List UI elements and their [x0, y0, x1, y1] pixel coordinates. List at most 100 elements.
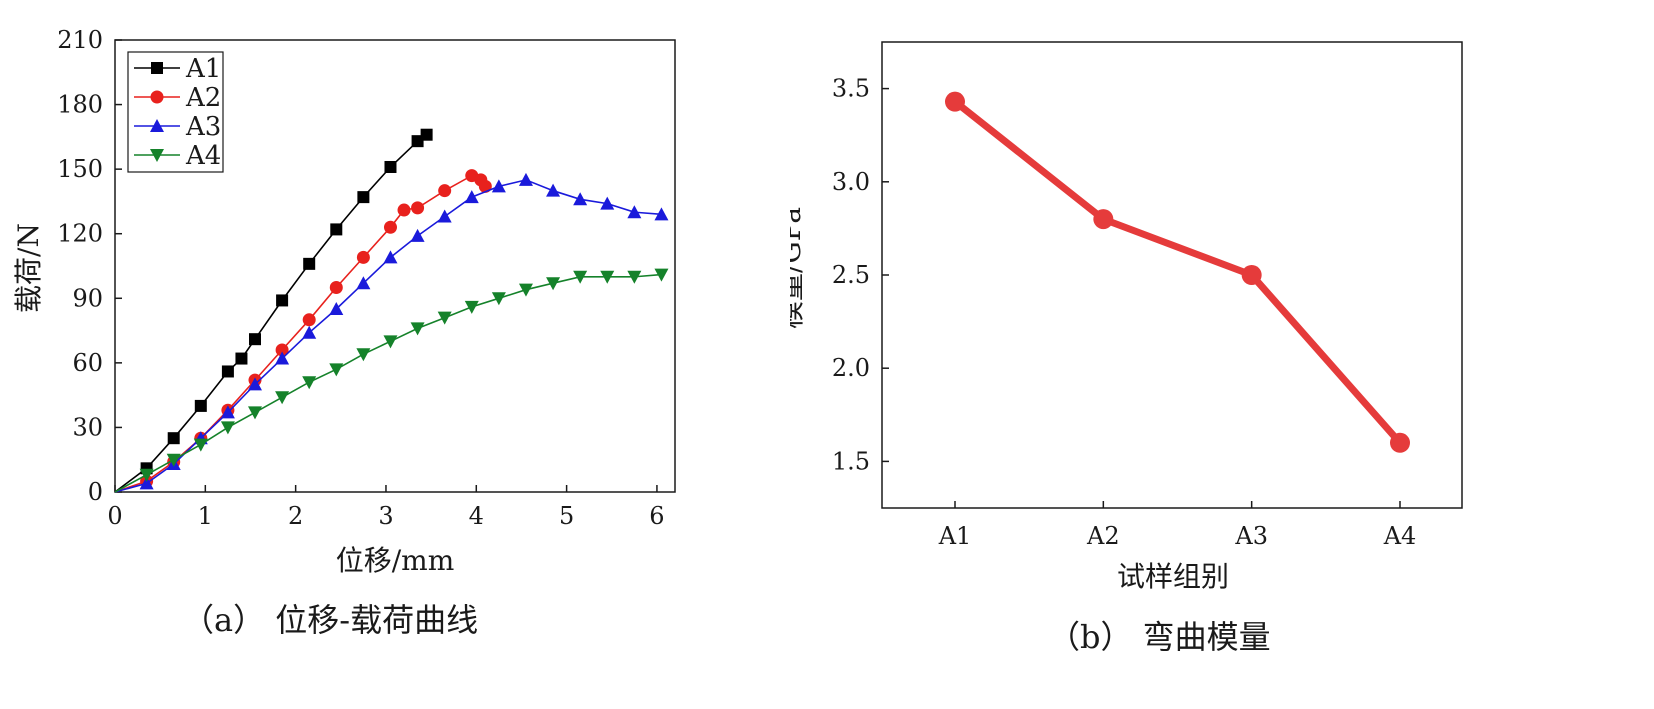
left-data-point [302, 313, 316, 327]
left-legend-item-A4: A4 [134, 141, 221, 171]
right-series-group [945, 91, 1410, 453]
left-data-point [235, 352, 248, 365]
left-data-point [491, 292, 506, 306]
left-legend-marker [150, 90, 164, 104]
left-data-point [383, 335, 398, 349]
left-data-point [139, 468, 154, 482]
left-data-point [627, 270, 642, 284]
left-data-point [167, 432, 180, 445]
left-data-point [438, 184, 452, 198]
left-data-point [139, 476, 154, 490]
left-data-point [491, 179, 506, 193]
left-data-point [193, 438, 208, 452]
left-series-A1 [114, 128, 433, 493]
left-data-point [357, 191, 370, 204]
left-data-point [356, 276, 371, 290]
left-data-point [573, 192, 588, 206]
left-data-point [302, 325, 317, 339]
left-x-tick-label: 1 [198, 502, 213, 530]
right-y-tick-label: 3.5 [832, 75, 870, 103]
left-data-point [248, 377, 262, 391]
left-legend-marker [150, 149, 164, 162]
left-legend-box [127, 51, 224, 173]
left-data-point [518, 172, 533, 186]
left-series-A3 [114, 172, 669, 493]
right-x-axis-label: 试样组别 [1117, 560, 1229, 593]
right-axes: A1 A2 A3 A4 1.5 2.0 2.5 3.0 3.5 [832, 41, 1463, 550]
right-x-tick-label: A3 [1234, 522, 1268, 550]
left-y-tick-label: 30 [72, 413, 103, 441]
left-data-point [275, 351, 290, 365]
left-data-point [437, 209, 452, 223]
left-data-point [518, 283, 533, 297]
caption-left: （a） 位移-载荷曲线 [182, 601, 479, 639]
left-data-point [220, 405, 235, 419]
left-x-tick-label: 0 [107, 502, 122, 530]
modulus-point-A3 [1241, 265, 1262, 285]
left-data-point [600, 270, 615, 284]
left-data-point [437, 311, 452, 325]
left-legend-label: A1 [185, 54, 221, 84]
left-data-point [654, 268, 669, 282]
left-legend-item-A3: A3 [134, 112, 221, 142]
modulus-line [952, 98, 1403, 446]
left-series-line-A1 [114, 134, 428, 493]
left-data-point [546, 277, 561, 291]
left-legend-label: A3 [185, 112, 221, 142]
left-data-point [329, 363, 344, 377]
left-y-tick-label: 180 [57, 91, 103, 119]
left-data-point [166, 453, 181, 467]
left-plot-frame [114, 39, 676, 493]
left-data-point [600, 196, 615, 210]
left-x-tick-label: 3 [378, 502, 393, 530]
left-data-point [275, 391, 290, 405]
left-data-point [383, 220, 397, 234]
left-series-line-A4 [114, 273, 662, 493]
left-y-axis-label: 载荷/N [12, 223, 45, 313]
left-y-tick-label: 0 [88, 478, 103, 506]
left-legend-marker [150, 119, 164, 132]
left-data-point [220, 421, 235, 435]
left-data-point [410, 228, 425, 242]
modulus-point-A4 [1390, 432, 1410, 453]
left-data-point [356, 250, 370, 264]
left-x-tick-label: 6 [649, 502, 664, 530]
caption-right: （b） 弯曲模量 [1048, 618, 1271, 656]
left-series-line-A2 [114, 174, 486, 493]
left-data-point [194, 399, 207, 412]
left-data-point [249, 333, 261, 346]
right-y-axis-label: 模量/GPa [790, 207, 807, 329]
left-y-tick-label: 60 [72, 349, 103, 377]
left-data-point [411, 201, 425, 215]
left-data-point [303, 257, 316, 270]
left-data-point [654, 207, 669, 221]
left-data-point [411, 135, 424, 148]
left-data-point [221, 365, 234, 378]
left-x-tick-label: 2 [288, 502, 303, 530]
left-x-axis-label: 位移/mm [336, 544, 455, 577]
left-data-point [383, 250, 398, 264]
left-x-tick-label: 4 [469, 502, 484, 530]
left-data-point [329, 281, 343, 295]
right-y-tick-label: 3.0 [832, 168, 870, 196]
left-legend-item-A2: A2 [134, 83, 221, 113]
left-data-point [573, 270, 588, 284]
left-data-point [478, 179, 492, 193]
left-data-point [329, 302, 344, 316]
left-legend-label: A2 [185, 83, 221, 113]
left-legend-item-A1: A1 [134, 54, 221, 84]
left-y-tick-label: 120 [57, 220, 103, 248]
left-data-point [464, 300, 479, 314]
left-data-point [356, 348, 371, 362]
left-data-point [302, 376, 317, 390]
right-y-tick-label: 2.0 [832, 354, 870, 382]
modulus-point-A2 [1093, 209, 1114, 230]
left-data-point [420, 128, 433, 141]
left-y-tick-label: 210 [57, 26, 103, 54]
left-data-point [546, 183, 561, 197]
left-data-point [330, 223, 343, 236]
left-y-tick-label: 150 [57, 155, 103, 183]
right-y-tick-label: 2.5 [832, 261, 870, 289]
